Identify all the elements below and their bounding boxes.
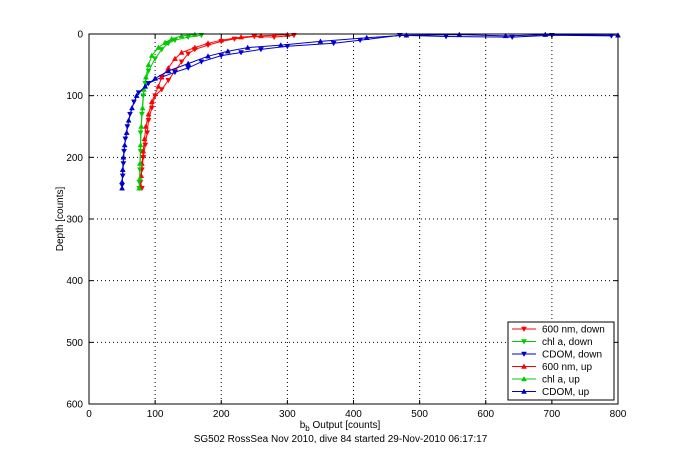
data-point (158, 74, 165, 80)
legend-marker (521, 339, 527, 345)
data-point (178, 59, 185, 65)
data-point (244, 44, 251, 50)
data-point (119, 185, 125, 191)
figure-caption: SG502 RossSea Nov 2010, dive 84 started … (193, 434, 488, 445)
x-tick-label: 100 (147, 409, 164, 420)
x-axis-label: bb Output [counts] (300, 420, 381, 433)
data-point (218, 53, 225, 59)
data-point (138, 123, 145, 129)
data-point (168, 35, 175, 42)
data-point (185, 60, 192, 66)
legend-label: chl a, up (542, 375, 580, 386)
data-point (162, 39, 168, 45)
x-axis-label-subscript: b (305, 424, 310, 433)
data-point (172, 69, 178, 76)
y-tick-label: 400 (66, 276, 83, 287)
data-point (119, 166, 126, 172)
y-axis-label: Depth [counts] (55, 187, 66, 252)
y-tick-label: 600 (66, 400, 83, 411)
legend-marker (521, 375, 527, 382)
data-point (125, 117, 132, 123)
data-point (238, 34, 245, 40)
x-tick-label: 500 (411, 409, 428, 420)
data-point (133, 92, 140, 98)
data-point (191, 44, 198, 50)
data-point (142, 74, 149, 80)
data-point (224, 48, 231, 54)
x-axis-label-main: b (300, 420, 306, 431)
legend-box (507, 321, 615, 401)
data-point (145, 61, 152, 68)
data-point (137, 141, 144, 148)
data-point (121, 141, 128, 148)
x-axis-label-rest: Output [counts] (310, 420, 381, 431)
y-tick-label: 300 (66, 215, 83, 226)
data-point (142, 123, 149, 129)
data-point (140, 148, 147, 154)
data-point (165, 67, 172, 74)
y-tick-label: 200 (66, 153, 83, 164)
data-point (178, 32, 185, 39)
data-point (136, 185, 143, 191)
data-point (152, 75, 159, 81)
data-point (155, 83, 162, 89)
data-point (165, 78, 172, 84)
data-point (185, 65, 192, 71)
data-point (185, 51, 192, 57)
series-3 (137, 31, 291, 190)
data-point (258, 32, 264, 39)
data-point (198, 59, 205, 65)
data-point (142, 83, 149, 89)
data-point (136, 175, 143, 182)
legend-label: 600 nm, down (542, 325, 605, 336)
data-point (363, 34, 370, 40)
data-point (218, 37, 225, 43)
y-tick-label: 100 (66, 91, 83, 102)
axis-ticks: 0 100 200 300 400 500 600 700 800 0 100 200 300 400 50… (66, 30, 626, 421)
data-point (148, 52, 155, 58)
data-point (141, 135, 148, 142)
y-tick-label: 0 (77, 30, 83, 41)
legend-label: CDOM, down (542, 350, 602, 361)
data-point (502, 32, 509, 39)
x-tick-label: 200 (213, 409, 230, 420)
data-point (139, 104, 146, 111)
legend-label: chl a, down (542, 337, 593, 348)
x-tick-label: 0 (86, 409, 92, 420)
x-tick-label: 700 (544, 409, 561, 420)
data-point (205, 40, 211, 46)
y-tick-label: 500 (66, 338, 83, 349)
x-tick-label: 300 (279, 409, 296, 420)
legend-label: 600 nm, up (542, 362, 592, 373)
data-point (120, 154, 127, 160)
data-point (205, 53, 211, 59)
data-point (317, 38, 324, 44)
legend-marker (521, 326, 527, 333)
data-point (178, 49, 185, 55)
data-point (277, 42, 284, 48)
legend-marker (521, 363, 527, 369)
data-point (119, 178, 125, 185)
data-point (238, 50, 245, 56)
data-point (123, 129, 130, 135)
data-point (155, 44, 162, 50)
data-point (144, 130, 151, 136)
data-point (148, 98, 155, 105)
x-tick-label: 400 (345, 409, 362, 420)
x-tick-label: 800 (610, 409, 627, 420)
data-point (403, 32, 410, 38)
data-point (129, 104, 135, 111)
legend-label: CDOM, up (542, 387, 590, 398)
x-tick-label: 600 (477, 409, 494, 420)
data-point (136, 160, 143, 166)
data-point (258, 47, 264, 53)
data-point (172, 55, 178, 61)
legend-marker (521, 351, 527, 358)
data-point (145, 111, 152, 117)
legend-marker (521, 388, 527, 394)
data-point (330, 41, 337, 47)
